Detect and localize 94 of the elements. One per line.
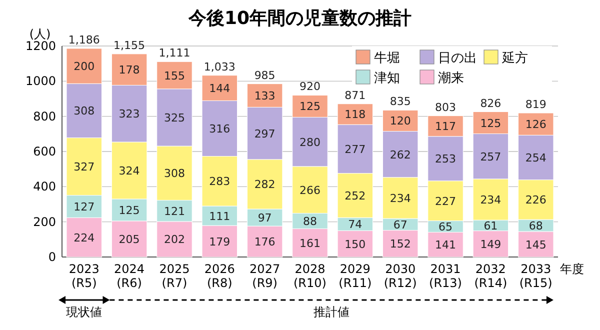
data-label: 117 <box>435 120 456 134</box>
data-label: 234 <box>480 194 502 207</box>
total-label: 871 <box>344 88 366 102</box>
data-label: 141 <box>435 238 456 252</box>
total-label: 819 <box>525 98 546 111</box>
x-tick-label: 2028 (R10) <box>294 262 326 290</box>
data-label: 179 <box>209 235 230 248</box>
y-tick-label: 400 <box>33 180 56 194</box>
text: 推計値 <box>314 305 350 319</box>
x-tick-label: 2025 (R7) <box>159 262 190 290</box>
data-label: 227 <box>435 194 456 208</box>
data-label: 150 <box>344 238 366 251</box>
data-label: 127 <box>74 200 95 214</box>
data-label: 144 <box>209 82 230 96</box>
data-label: 205 <box>118 232 140 246</box>
x-tick-label: 2031 (R13) <box>429 262 462 290</box>
data-label: 308 <box>74 104 95 118</box>
y-tick-label: 0 <box>48 250 56 264</box>
chart-title: 今後10年間の児童数の推計 <box>187 8 412 29</box>
data-label: 125 <box>480 116 502 130</box>
data-label: 202 <box>164 233 185 246</box>
data-label: 297 <box>254 127 276 140</box>
data-label: 234 <box>390 192 411 205</box>
data-label: 323 <box>118 108 140 121</box>
data-label: 126 <box>525 118 546 132</box>
data-label: 280 <box>300 136 320 149</box>
text: 現状値 <box>66 305 102 319</box>
data-label: 224 <box>74 231 95 244</box>
data-label: 308 <box>164 167 185 180</box>
data-label: 254 <box>525 151 546 164</box>
data-label: 88 <box>303 214 317 228</box>
data-label: 283 <box>209 175 230 188</box>
legend-label: 延方 <box>501 50 528 66</box>
data-label: 277 <box>344 142 366 156</box>
data-label: 324 <box>118 164 140 178</box>
total-label: 1,111 <box>158 46 190 60</box>
data-label: 257 <box>480 150 502 164</box>
data-label: 120 <box>390 114 411 128</box>
y-tick-label: 200 <box>33 214 56 229</box>
total-label: 803 <box>435 100 456 114</box>
data-label: 176 <box>254 236 276 249</box>
x-tick-label: 2024 (R6) <box>114 262 145 290</box>
data-label: 125 <box>118 204 140 217</box>
x-tick-label: 2033 (R15) <box>519 262 552 290</box>
data-label: 155 <box>164 69 185 82</box>
data-label: 178 <box>118 64 140 77</box>
data-label: 252 <box>344 189 366 202</box>
data-label: 282 <box>254 178 276 192</box>
y-tick-label: 1200 <box>25 39 56 53</box>
data-label: 149 <box>480 238 502 251</box>
data-label: 97 <box>258 212 272 225</box>
data-label: 133 <box>254 89 276 102</box>
data-label: 161 <box>300 236 320 250</box>
x-axis-title: 年度 <box>560 262 584 276</box>
data-label: 65 <box>438 220 453 234</box>
data-label: 316 <box>209 122 230 136</box>
data-label: 61 <box>484 219 498 232</box>
total-label: 826 <box>480 96 502 110</box>
x-tick-label: 2023 (R5) <box>68 262 100 290</box>
legend-label: 日の出 <box>438 51 477 66</box>
total-label: 920 <box>300 80 320 94</box>
data-label: 145 <box>525 238 546 252</box>
x-tick-label: 2029 (R11) <box>338 262 372 290</box>
total-label: 835 <box>390 95 411 108</box>
total-label: 1,155 <box>114 38 146 52</box>
data-label: 74 <box>348 218 362 232</box>
data-label: 200 <box>74 60 95 74</box>
x-tick-label: 2030 (R12) <box>384 262 417 290</box>
total-label: 985 <box>254 68 276 82</box>
legend-label: 潮来 <box>438 71 464 86</box>
data-label: 325 <box>164 111 185 124</box>
y-tick-label: 1000 <box>25 74 56 88</box>
data-label: 125 <box>300 100 320 114</box>
data-label: 67 <box>393 218 408 232</box>
data-label: 68 <box>528 220 543 233</box>
x-tick-label: 2026 (R8) <box>204 262 235 290</box>
x-tick-label: 2027 (R9) <box>250 262 280 290</box>
data-label: 111 <box>209 210 230 223</box>
data-label: 253 <box>435 152 456 166</box>
data-label: 226 <box>525 194 546 207</box>
y-tick-label: 800 <box>33 109 56 124</box>
data-label: 118 <box>344 108 366 122</box>
data-label: 262 <box>390 148 411 162</box>
y-tick-label: 600 <box>33 144 56 158</box>
data-label: 121 <box>164 204 185 218</box>
y-axis-title: (人) <box>29 27 51 41</box>
data-label: 152 <box>390 238 411 251</box>
legend-label: 牛堀 <box>374 51 400 66</box>
total-label: 1,033 <box>204 60 236 74</box>
data-label: 327 <box>74 160 95 174</box>
legend-label: 津知 <box>374 71 400 86</box>
data-label: 266 <box>300 184 320 197</box>
x-tick-label: 2032 (R14) <box>474 262 508 290</box>
total-label: 1,186 <box>68 33 100 46</box>
